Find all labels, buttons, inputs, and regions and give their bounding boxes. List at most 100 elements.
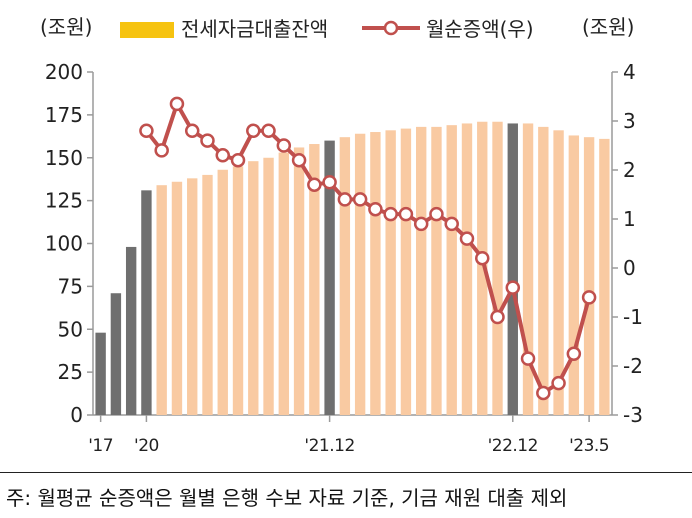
bar [416, 126, 427, 415]
left-axis-ticks: 0 25 50 75 100 125 150 175 200 [45, 60, 93, 427]
left-tick-label: 150 [45, 146, 83, 170]
bar [293, 147, 305, 415]
line-point [368, 201, 383, 217]
legend-line-label: 월순증액(우) [426, 17, 534, 41]
line-point [520, 351, 536, 366]
line-point [215, 148, 230, 163]
line-series [139, 96, 597, 401]
bar [538, 126, 549, 415]
bar-series [95, 121, 610, 416]
bar [217, 169, 228, 415]
bar [599, 138, 610, 415]
right-tick-label: 2 [623, 158, 636, 182]
bar [248, 161, 259, 415]
bar [354, 133, 366, 416]
left-tick-label: 75 [58, 274, 83, 298]
bar [324, 140, 335, 415]
line-point [429, 206, 444, 222]
bar [187, 178, 198, 415]
left-tick-label: 25 [58, 360, 83, 384]
line-point [276, 138, 292, 153]
line-point [505, 280, 521, 295]
bar [370, 132, 381, 415]
line-point [352, 192, 368, 207]
line-point [230, 152, 246, 168]
line-point [566, 346, 582, 361]
bar [568, 135, 580, 415]
line-point [322, 175, 337, 190]
left-tick-label: 125 [45, 189, 83, 213]
bar [232, 166, 244, 415]
right-axis-unit: (조원) [582, 15, 634, 39]
line-point [139, 123, 154, 139]
left-tick-label: 175 [45, 103, 83, 127]
legend-bar-swatch [120, 22, 174, 38]
bar [278, 152, 289, 416]
line-point [581, 290, 597, 305]
bar [263, 157, 274, 415]
bar [507, 123, 518, 415]
line-point [459, 231, 475, 246]
line-point [200, 133, 215, 148]
x-tick-label: '23.5 [569, 436, 609, 456]
chart-svg: 0 25 50 75 100 125 150 175 200 -3 -2 -1 0 1 2 3 4 '17 '2… [40, 15, 643, 456]
bar [171, 181, 183, 415]
line-point [337, 192, 353, 207]
right-tick-label: -2 [623, 354, 643, 378]
left-tick-label: 0 [70, 403, 83, 427]
bar [141, 190, 152, 415]
line-point [398, 206, 414, 222]
line-point [413, 216, 429, 232]
legend-bar-label: 전세자금대출잔액 [181, 17, 328, 41]
right-tick-label: 3 [623, 109, 636, 133]
line-path [144, 101, 592, 395]
legend-line-marker [383, 20, 399, 36]
bar [477, 121, 488, 416]
right-axis-ticks: -3 -2 -1 0 1 2 3 4 [612, 60, 643, 427]
bar [202, 174, 213, 415]
footnote: 주: 월평균 순증액은 월별 은행 수보 자료 기준, 기금 재원 대출 제외 [6, 486, 568, 510]
x-tick-label: '21.12 [304, 436, 354, 456]
bar [385, 130, 396, 415]
bar [339, 137, 351, 416]
bar [95, 332, 106, 415]
bar [553, 130, 564, 415]
bar [522, 123, 534, 415]
bar [125, 246, 137, 415]
x-tick-label: '17 [88, 436, 113, 456]
right-tick-label: 0 [623, 256, 636, 280]
line-point [444, 216, 459, 232]
bar [492, 121, 503, 416]
left-tick-label: 100 [45, 232, 83, 256]
line-point [490, 309, 505, 325]
left-tick-label: 200 [45, 60, 83, 84]
right-tick-label: 1 [623, 207, 636, 231]
line-point [383, 206, 398, 222]
left-axis-unit: (조원) [40, 15, 92, 39]
bar [309, 144, 320, 415]
bar [583, 137, 595, 416]
bar [156, 185, 167, 415]
bar [400, 128, 412, 415]
line-point [551, 375, 566, 391]
right-tick-label: 4 [623, 60, 636, 84]
x-tick-label: '22.12 [488, 436, 538, 456]
line-point [536, 385, 551, 401]
x-axis-ticks: '17 '20 '21.12 '22.12 '23.5 [88, 415, 610, 456]
line-point [291, 152, 307, 168]
right-tick-label: -3 [623, 403, 643, 427]
line-point [154, 143, 169, 158]
bar [431, 126, 442, 415]
line-point [184, 123, 200, 139]
line-point [169, 96, 185, 112]
footnote-divider [0, 472, 692, 473]
line-point [261, 123, 276, 139]
right-tick-label: -1 [623, 305, 643, 329]
x-tick-label: '20 [134, 436, 159, 456]
line-point [475, 250, 490, 266]
left-tick-label: 50 [58, 317, 83, 341]
line-point [246, 123, 261, 139]
line-point [307, 177, 322, 192]
bar [461, 123, 473, 415]
